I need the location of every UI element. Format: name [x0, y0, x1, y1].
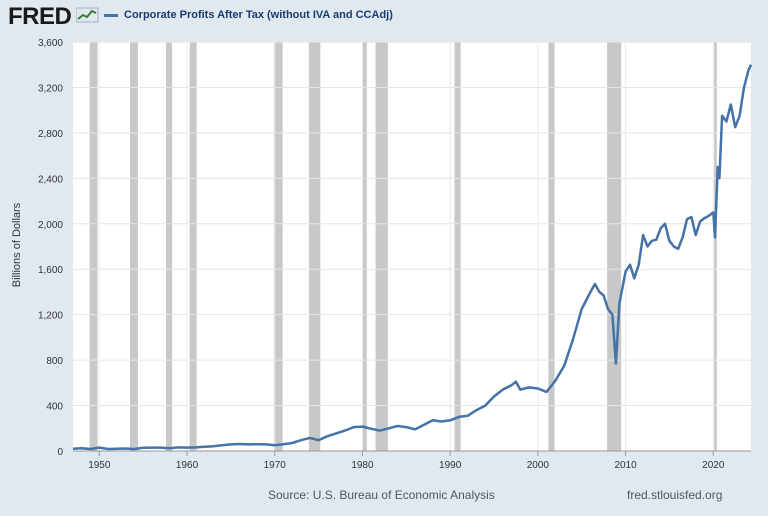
legend-swatch	[104, 13, 118, 17]
recession-band	[548, 42, 555, 451]
y-tick-label: 3,600	[38, 38, 63, 49]
recession-band	[89, 42, 98, 451]
y-tick-label: 2,800	[38, 129, 63, 140]
recession-band	[714, 42, 717, 451]
x-tick-label: 1990	[439, 460, 462, 471]
recession-band	[165, 42, 173, 451]
fred-chart-icon	[76, 7, 99, 23]
legend-label: Corporate Profits After Tax (without IVA…	[124, 9, 393, 21]
recession-band	[308, 42, 321, 451]
x-tick-label: 2020	[702, 460, 725, 471]
recession-band	[273, 42, 283, 451]
x-tick-label: 2010	[614, 460, 637, 471]
x-tick-label: 1960	[176, 460, 199, 471]
recession-band	[130, 42, 138, 451]
recession-band	[607, 42, 622, 451]
recession-band	[362, 42, 367, 451]
y-tick-label: 2,400	[38, 174, 63, 185]
recession-band	[375, 42, 388, 451]
x-tick-label: 1980	[351, 460, 374, 471]
series-line	[72, 64, 753, 451]
y-tick-label: 0	[57, 447, 63, 458]
y-tick-label: 400	[46, 402, 63, 413]
recession-band	[189, 42, 197, 451]
y-tick-label: 1,600	[38, 265, 63, 276]
chart-legend: Corporate Profits After Tax (without IVA…	[104, 9, 393, 21]
fred-logo[interactable]: FRED	[8, 3, 72, 30]
recession-band	[454, 42, 461, 451]
y-tick-label: 800	[46, 356, 63, 367]
y-tick-label: 3,200	[38, 83, 63, 94]
plot-area	[73, 42, 751, 451]
y-tick-label: 1,200	[38, 311, 63, 322]
y-tick-label: 2,000	[38, 220, 63, 231]
source-citation: Source: U.S. Bureau of Economic Analysis	[268, 488, 495, 502]
x-tick-label: 2000	[527, 460, 550, 471]
x-tick-label: 1950	[88, 460, 111, 471]
fred-site-link[interactable]: fred.stlouisfed.org	[627, 488, 723, 502]
x-tick-label: 1970	[264, 460, 287, 471]
